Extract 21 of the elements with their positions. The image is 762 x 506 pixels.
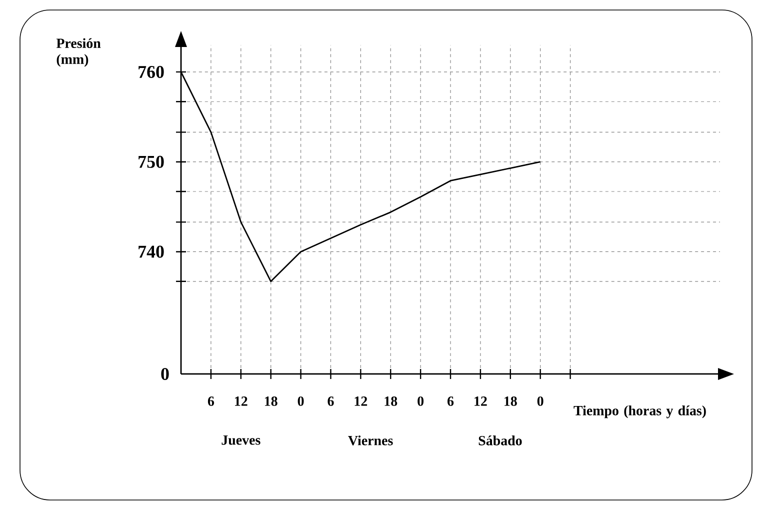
x-axis-title: Tiempo (horas y días) (574, 406, 706, 418)
x-tick-label: 18 (264, 396, 278, 406)
x-tick-label: 0 (298, 396, 304, 406)
text: Jueves (222, 435, 260, 445)
x-tick-label: 6 (448, 396, 454, 406)
x-tick-label: 18 (384, 396, 398, 406)
y-axis-title: Presión (mm) (56, 38, 101, 67)
y-tick-label: 750 (138, 156, 164, 168)
y-tick-label: 760 (138, 66, 164, 78)
text: Sábado (478, 436, 522, 446)
text: Viernes (348, 435, 393, 446)
x-tick-label: 0 (537, 396, 544, 406)
x-tick-label: 18 (504, 396, 517, 406)
annotation: 0 (161, 368, 169, 380)
x-tick-label: 12 (235, 396, 248, 406)
x-tick-label: 12 (474, 396, 487, 406)
y-tick-label: 740 (138, 246, 164, 258)
x-tick-label: 6 (208, 396, 214, 406)
x-tick-label: 12 (354, 396, 368, 406)
x-tick-label: 6 (328, 396, 334, 406)
x-tick-label: 0 (418, 396, 424, 406)
